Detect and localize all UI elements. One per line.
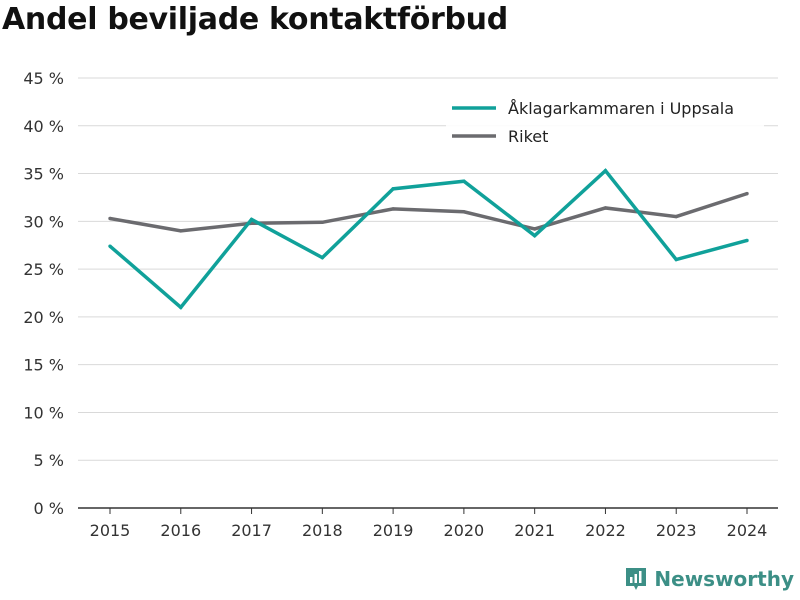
data-point: [603, 206, 608, 210]
x-tick-label: 2023: [656, 521, 697, 540]
data-point: [674, 257, 678, 262]
data-point: [745, 191, 749, 196]
data-point: [249, 217, 254, 222]
data-point: [108, 216, 112, 221]
x-tick-label: 2016: [160, 521, 201, 540]
legend-label: Riket: [508, 127, 548, 146]
x-axis: 2015 2016 2017 2018 2019 2020 2021 2022 2023 2024: [78, 507, 778, 540]
legend-label: Åklagarkammaren i Uppsala: [508, 99, 734, 118]
data-point: [320, 220, 325, 224]
y-tick-label: 40 %: [23, 117, 64, 136]
newsworthy-brand[interactable]: Newsworthy: [624, 566, 794, 592]
x-tick-label: 2018: [302, 521, 343, 540]
y-tick-label: 15 %: [23, 356, 64, 375]
brand-name: Newsworthy: [654, 567, 794, 591]
data-point: [179, 305, 183, 310]
y-tick-label: 35 %: [23, 165, 64, 184]
y-tick-label: 30 %: [23, 212, 64, 231]
data-point: [108, 244, 112, 248]
data-point: [603, 168, 608, 173]
legend-background: [446, 92, 764, 152]
newsworthy-logo-icon: [626, 568, 647, 590]
series-lines: [108, 168, 749, 310]
legend: Åklagarkammaren i Uppsala Riket: [446, 92, 764, 152]
y-tick-label: 20 %: [23, 308, 64, 327]
series-line--klagarkammaren-i-uppsala: [108, 168, 748, 310]
y-tick-label: 5 %: [34, 451, 64, 470]
x-tick-label: 2022: [585, 521, 626, 540]
data-point: [179, 229, 183, 233]
data-point: [391, 187, 395, 191]
x-tick-label: 2019: [373, 521, 414, 540]
data-point: [745, 238, 749, 243]
y-tick-label: 10 %: [23, 403, 64, 422]
x-tick-label: 2021: [514, 521, 555, 540]
data-point: [674, 214, 678, 219]
x-tick-label: 2015: [90, 521, 131, 540]
y-tick-label: 0 %: [34, 499, 64, 518]
data-point: [320, 255, 325, 260]
data-point: [462, 179, 466, 183]
y-tick-label: 45 %: [23, 69, 64, 88]
y-tick-label: 25 %: [23, 260, 64, 279]
x-tick-label: 2017: [231, 521, 272, 540]
chart-title: Andel beviljade kontaktförbud: [2, 2, 508, 37]
x-tick-label: 2024: [727, 521, 768, 540]
data-point: [462, 210, 466, 214]
series-line-riket: [109, 191, 748, 233]
data-point: [391, 207, 395, 211]
gridlines: [78, 77, 778, 461]
x-tick-label: 2020: [444, 521, 485, 540]
data-point: [532, 233, 537, 238]
y-axis: 0 % 5 % 10 % 15 % 20 % 25 % 30 % 35 % 40 % 45 %: [23, 69, 64, 518]
data-point: [532, 227, 537, 231]
